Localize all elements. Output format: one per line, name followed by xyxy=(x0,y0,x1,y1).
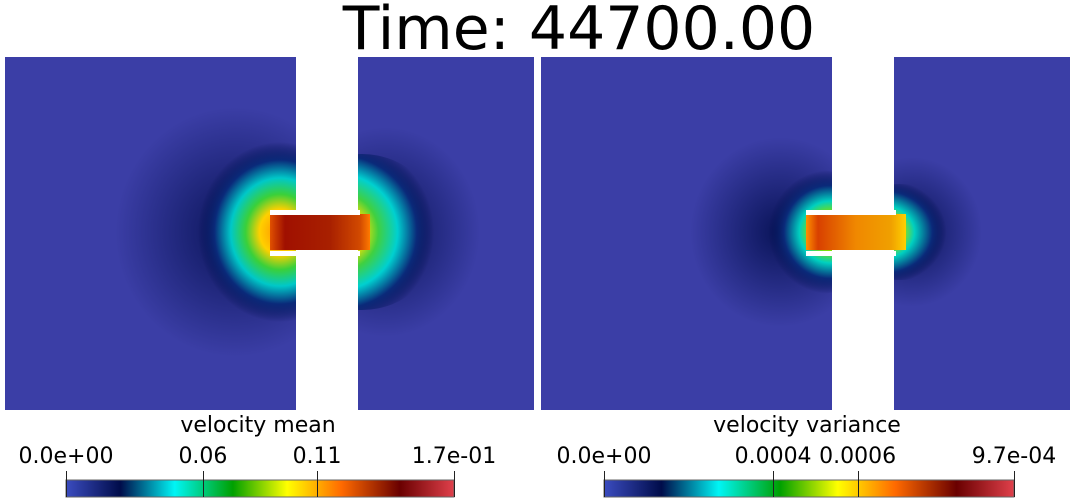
velocity-mean-colorbar-tick-label: 0.11 xyxy=(292,444,342,469)
variance-channel xyxy=(806,214,906,250)
velocity-variance-colorbar-tick-mark xyxy=(604,471,605,497)
velocity-mean-colorbar-tick-mark xyxy=(203,471,204,497)
velocity-mean-colorbar-tick-label: 0.06 xyxy=(178,444,228,469)
variance-left-jet xyxy=(756,170,832,294)
mean-colorbar xyxy=(65,479,455,498)
velocity-variance-colorbar-tick-label: 0.0006 xyxy=(819,444,897,469)
variance-right-jet xyxy=(894,184,958,280)
velocity-variance-colorbar-tick-mark xyxy=(773,471,774,497)
velocity-mean-colorbar-tick-mark xyxy=(454,471,455,497)
velocity-variance-panel xyxy=(541,57,1070,410)
velocity-variance-colorbar-tick-label: 0.0004 xyxy=(734,444,812,469)
velocity-variance-colorbar-tick-label: 9.7e-04 xyxy=(971,444,1057,469)
mean-channel xyxy=(270,214,370,250)
mean-right-jet xyxy=(358,154,442,310)
mean-channel-wall-top xyxy=(270,210,360,215)
time-title: Time: 44700.00 xyxy=(342,0,816,64)
velocity-variance-colorbar-tick-mark xyxy=(858,471,859,497)
velocity-mean-colorbar-tick-label: 1.7e-01 xyxy=(411,444,497,469)
velocity-variance-colorbar-tick-label: 0.0e+00 xyxy=(556,444,652,469)
velocity-variance-colorbar-tick-mark xyxy=(1014,471,1015,497)
mean-channel-wall-bottom xyxy=(270,251,360,256)
velocity-mean-colorbar-tick-mark xyxy=(66,471,67,497)
variance-channel-wall-top xyxy=(806,210,896,215)
variance-colorbar xyxy=(603,479,1015,498)
velocity-variance-colorbar-title: velocity variance xyxy=(713,413,901,438)
velocity-mean-colorbar-tick-label: 0.0e+00 xyxy=(18,444,114,469)
variance-channel-wall-bottom xyxy=(806,251,896,256)
velocity-mean-colorbar-title: velocity mean xyxy=(180,413,336,438)
velocity-mean-colorbar-tick-mark xyxy=(317,471,318,497)
velocity-mean-panel xyxy=(5,57,534,410)
mean-left-jet xyxy=(198,142,296,322)
